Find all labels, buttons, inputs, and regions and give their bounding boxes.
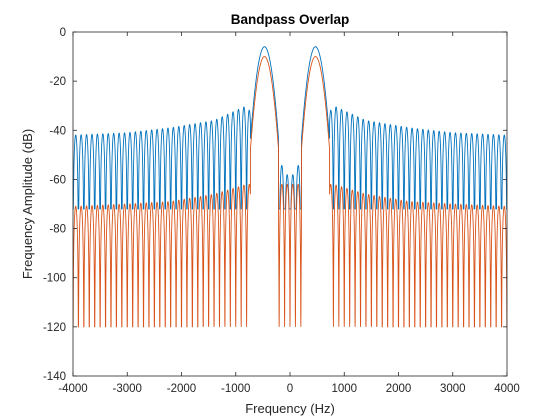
y-axis-label: Frequency Amplitude (dB) <box>20 129 35 279</box>
x-tick-label: 4000 <box>494 383 520 395</box>
y-tick-label: -60 <box>49 174 66 186</box>
x-tick-label: 0 <box>287 383 293 395</box>
x-axis-label: Frequency (Hz) <box>245 401 335 416</box>
y-axis: 0 -20 -40 -60 -80 -100 -120 -140 <box>43 27 507 383</box>
series-layer <box>73 46 507 328</box>
series-line-2 <box>73 56 507 328</box>
y-tick-label: -80 <box>49 224 66 236</box>
x-tick-label: -3000 <box>113 383 142 395</box>
x-tick-label: 1000 <box>331 383 357 395</box>
y-tick-label: -20 <box>49 76 66 88</box>
x-tick-label: 3000 <box>440 383 466 395</box>
x-tick-label: -4000 <box>58 383 87 395</box>
chart-title: Bandpass Overlap <box>231 12 350 27</box>
plot-area: -4000 -3000 -2000 -1000 0 1000 2000 3000 4000 0-… <box>43 27 520 395</box>
y-tick-label: 0 <box>60 27 66 39</box>
x-tick-label: -2000 <box>167 383 196 395</box>
series-line-1 <box>73 46 507 210</box>
x-tick-label: 2000 <box>386 383 412 395</box>
y-tick-label: -120 <box>43 322 66 334</box>
x-axis: -4000 -3000 -2000 -1000 0 1000 2000 3000 4000 <box>58 32 520 395</box>
y-tick-label: -40 <box>49 125 66 137</box>
y-tick-label: -140 <box>43 371 66 383</box>
y-tick-label: -100 <box>43 273 66 285</box>
x-tick-label: -1000 <box>221 383 250 395</box>
